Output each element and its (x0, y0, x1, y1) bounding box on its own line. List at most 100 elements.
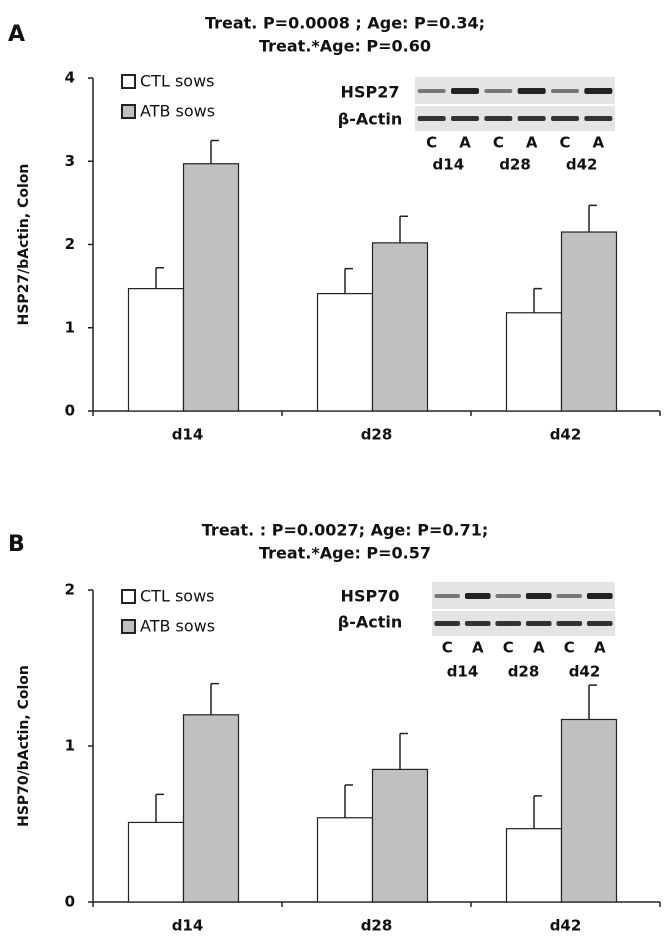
blot-band (525, 621, 552, 626)
blot-band (484, 116, 513, 121)
day-label: d42 (566, 156, 598, 174)
blot-band (551, 89, 579, 93)
blot-band (434, 621, 461, 626)
bar (182, 714, 240, 903)
error-bar (344, 784, 353, 818)
panel-label: A (8, 22, 25, 47)
legend-swatch (121, 619, 136, 634)
bar (505, 828, 563, 903)
blot-band (517, 116, 546, 121)
blot-band (586, 621, 613, 626)
bar (371, 768, 429, 903)
y-tick-label: 3 (65, 152, 75, 170)
bar (182, 163, 240, 412)
blot-band (464, 621, 491, 626)
blot-band (584, 88, 613, 94)
day-label: d14 (433, 156, 465, 174)
lane-label: A (594, 639, 606, 657)
legend-swatch (121, 104, 136, 119)
lane-label: C (503, 639, 514, 657)
blot-band (556, 594, 583, 598)
bar (127, 288, 185, 412)
blot-control-label: β-Actin (338, 613, 402, 632)
legend-label: ATB sows (140, 102, 215, 121)
error-bar (210, 139, 219, 164)
bar (316, 293, 374, 412)
bar (371, 242, 429, 412)
x-tick-label: d42 (550, 917, 582, 935)
y-axis-label: HSP70/bActin, Colon (16, 665, 32, 827)
lane-label: C (559, 134, 570, 152)
day-label: d14 (447, 663, 479, 681)
error-bar (588, 204, 597, 233)
blot-band (495, 621, 522, 626)
blot-protein-label: HSP27 (341, 83, 400, 102)
lane-label: A (472, 639, 484, 657)
lane-label: A (526, 134, 538, 152)
y-tick-label: 1 (65, 318, 75, 336)
lane-label: C (442, 639, 453, 657)
y-tick-label: 2 (65, 581, 75, 599)
error-bar (155, 793, 164, 823)
bar (505, 312, 563, 412)
lane-label: C (564, 639, 575, 657)
legend-label: CTL sows (140, 587, 215, 606)
legend-label: CTL sows (140, 72, 215, 91)
lane-label: C (426, 134, 437, 152)
blot-band (464, 593, 491, 599)
error-bar (155, 267, 164, 289)
error-bar (533, 795, 542, 829)
bar (316, 817, 374, 903)
blot-band (551, 116, 579, 121)
chart-title: Treat. P=0.0008 ; Age: P=0.34; (205, 14, 485, 33)
y-tick-label: 4 (65, 69, 75, 87)
error-bar (533, 287, 542, 313)
day-label: d42 (569, 663, 601, 681)
blot-band (451, 116, 479, 121)
chart-title: Treat. : P=0.0027; Age: P=0.71; (202, 521, 488, 540)
legend-swatch (121, 589, 136, 604)
blot-band (525, 593, 552, 599)
error-bar (399, 732, 408, 770)
error-bar (344, 267, 353, 294)
error-bar (210, 682, 219, 715)
y-tick-label: 2 (65, 235, 75, 253)
blot-band (434, 594, 461, 598)
blot-control-label: β-Actin (338, 110, 402, 129)
blot-band (495, 594, 522, 598)
chart-title: Treat.*Age: P=0.60 (259, 37, 431, 56)
day-label: d28 (508, 663, 540, 681)
bar (560, 231, 618, 412)
blot-band (451, 88, 479, 94)
chart-title: Treat.*Age: P=0.57 (259, 544, 431, 563)
blot-band (586, 593, 613, 599)
blot-band (484, 89, 513, 93)
panel-label: B (8, 532, 25, 557)
blot-band (417, 89, 446, 93)
lane-label: A (459, 134, 471, 152)
lane-label: C (493, 134, 504, 152)
lane-label: A (533, 639, 545, 657)
bar (127, 821, 185, 903)
legend-swatch (121, 74, 136, 89)
x-tick-label: d42 (550, 426, 582, 444)
error-bar (399, 215, 408, 243)
y-axis-label: HSP27/bActin, Colon (16, 164, 32, 326)
x-tick-label: d14 (172, 917, 204, 935)
day-label: d28 (499, 156, 531, 174)
legend-label: ATB sows (140, 617, 215, 636)
x-tick-label: d28 (361, 426, 393, 444)
y-tick-label: 0 (65, 893, 75, 911)
y-tick-label: 1 (65, 737, 75, 755)
x-tick-label: d14 (172, 426, 204, 444)
bar (560, 718, 618, 903)
x-tick-label: d28 (361, 917, 393, 935)
error-bar (588, 684, 597, 720)
blot-band (556, 621, 583, 626)
y-tick-label: 0 (65, 402, 75, 420)
lane-label: A (593, 134, 605, 152)
blot-protein-label: HSP70 (341, 587, 400, 606)
blot-band (417, 116, 446, 121)
blot-band (584, 116, 613, 121)
